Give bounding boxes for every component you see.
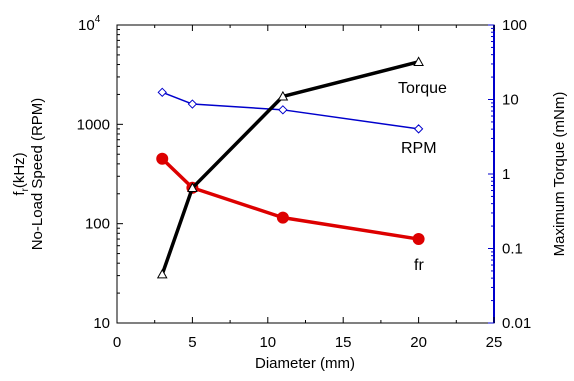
left-axis-title-suffix: (kHz): [11, 152, 28, 188]
left-tick-label: 10: [93, 315, 110, 332]
plot-frame: [116, 24, 495, 324]
left-axis-title-line1: fr(kHz): [11, 152, 31, 195]
left-axis-title-sub: r: [20, 188, 31, 192]
left-tick-top-base: 10: [78, 17, 95, 34]
x-tick-label: 5: [188, 334, 196, 351]
right-axis-title: Maximum Torque (mNm): [551, 92, 568, 257]
series-line-torque: [160, 60, 420, 275]
x-tick-label: 0: [113, 334, 121, 351]
data-point-torque: [156, 268, 168, 279]
data-point-rpm: [157, 87, 167, 98]
data-point-fr: [276, 211, 289, 224]
x-tick-label: 10: [259, 334, 276, 351]
x-tick-label: 25: [486, 334, 503, 351]
left-axis-ticks: 10 100 1000: [77, 24, 123, 332]
data-point-torque: [413, 56, 424, 66]
x-axis-title: Diameter (mm): [255, 355, 355, 372]
x-tick-label: 15: [335, 334, 352, 351]
series-layer: [156, 56, 425, 279]
right-tick-label: 0.01: [502, 315, 531, 332]
left-tick-label: 1000: [77, 116, 110, 133]
left-axis-title-line2: No-Load Speed (RPM): [29, 98, 46, 251]
left-tick-top-exp: 4: [95, 14, 101, 25]
right-tick-label: 1: [502, 166, 510, 183]
data-point-rpm: [278, 105, 288, 115]
data-point-rpm: [413, 124, 424, 134]
left-tick-label-top: 104: [78, 14, 101, 34]
left-axis-title-prefix: f: [11, 191, 28, 196]
data-point-fr: [412, 233, 425, 246]
x-axis-ticks: 0 5 10 15 20 25: [113, 25, 503, 351]
right-tick-label: 10: [502, 92, 519, 109]
data-point-torque: [187, 182, 198, 193]
right-tick-label: 0.1: [502, 241, 523, 258]
series-line-rpm: [161, 91, 419, 130]
series-label-torque: Torque: [398, 80, 447, 97]
x-tick-label: 20: [410, 334, 427, 351]
series-line-fr: [161, 157, 419, 241]
data-point-rpm: [187, 99, 198, 109]
right-axis-ticks: 0.01 0.1 1 10 100: [488, 17, 531, 332]
right-tick-label: 100: [502, 17, 527, 34]
series-label-rpm: RPM: [401, 140, 437, 157]
left-tick-label: 100: [85, 216, 110, 233]
data-point-fr: [156, 152, 169, 165]
series-label-fr: fr: [414, 257, 424, 274]
data-point-torque: [277, 90, 289, 101]
